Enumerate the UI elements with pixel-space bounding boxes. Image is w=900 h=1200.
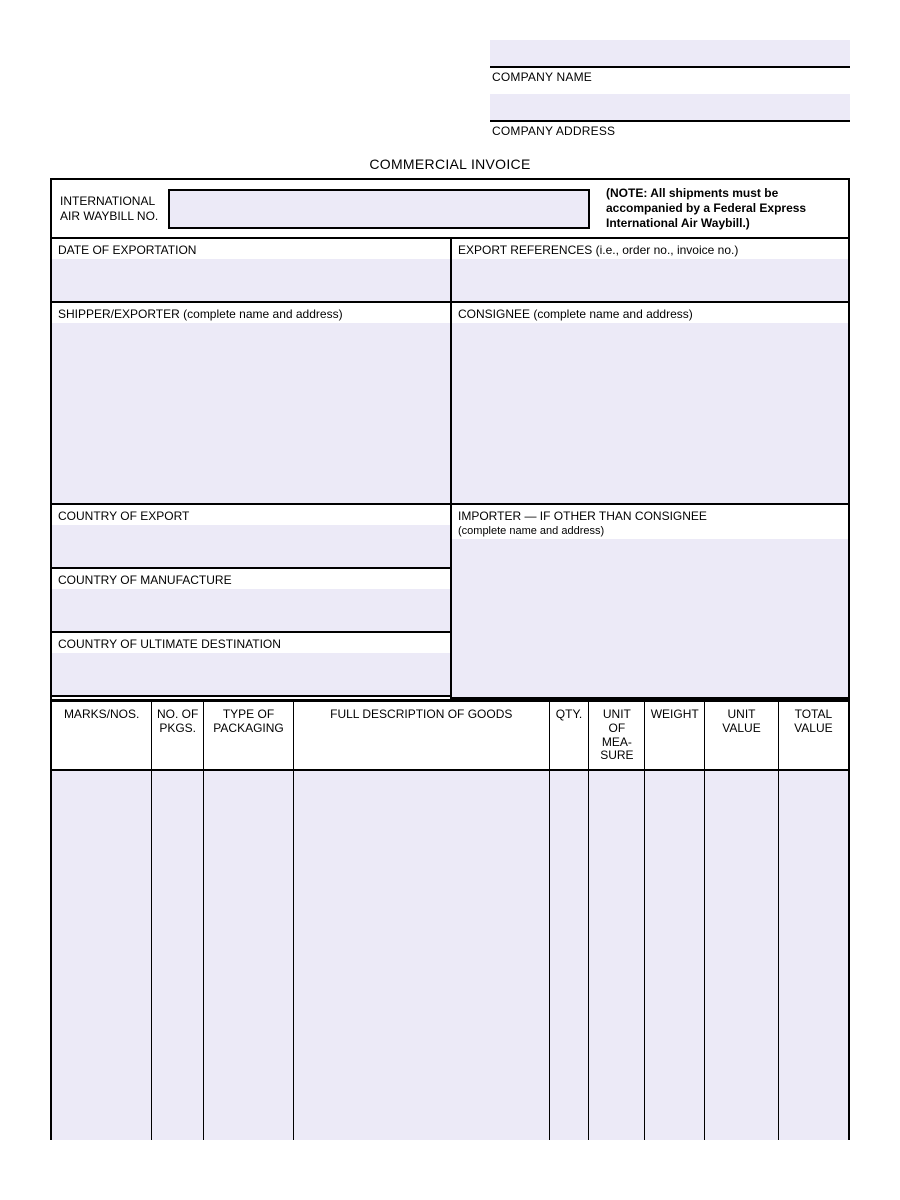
export-references-cell: EXPORT REFERENCES (i.e., order no., invo…: [452, 239, 848, 303]
cell-marks_nos[interactable]: [52, 770, 152, 1140]
export-references-label: EXPORT REFERENCES (i.e., order no., invo…: [452, 239, 848, 259]
col-header-packaging: TYPE OFPACKAGING: [204, 701, 294, 771]
goods-table-header-row: MARKS/NOS.NO. OFPKGS.TYPE OFPACKAGINGFUL…: [52, 701, 848, 771]
country-of-manufacture-input[interactable]: [52, 589, 450, 631]
waybill-row: INTERNATIONAL AIR WAYBILL NO. (NOTE: All…: [52, 180, 848, 239]
country-ultimate-destination-input[interactable]: [52, 653, 450, 695]
col-header-qty: QTY.: [549, 701, 589, 771]
form-body: INTERNATIONAL AIR WAYBILL NO. (NOTE: All…: [50, 178, 850, 699]
table-row: [52, 770, 848, 1140]
shipper-exporter-input[interactable]: [52, 323, 450, 503]
field-grid: DATE OF EXPORTATION SHIPPER/EXPORTER (co…: [52, 239, 848, 699]
waybill-field: INTERNATIONAL AIR WAYBILL NO.: [52, 180, 598, 237]
cell-qty[interactable]: [549, 770, 589, 1140]
consignee-label: CONSIGNEE (complete name and address): [452, 303, 848, 323]
waybill-label-line2: AIR WAYBILL NO.: [60, 209, 158, 223]
importer-sublabel: (complete name and address): [458, 525, 604, 537]
col-header-description: FULL DESCRIPTION OF GOODS: [293, 701, 549, 771]
shipper-exporter-label: SHIPPER/EXPORTER (complete name and addr…: [52, 303, 450, 323]
cell-no_of_pkgs[interactable]: [152, 770, 204, 1140]
cell-total_value[interactable]: [778, 770, 848, 1140]
goods-table-wrap: MARKS/NOS.NO. OFPKGS.TYPE OFPACKAGINGFUL…: [50, 699, 850, 1140]
importer-label: IMPORTER — IF OTHER THAN CONSIGNEE (comp…: [452, 505, 848, 539]
importer-label-text: IMPORTER — IF OTHER THAN CONSIGNEE: [458, 509, 707, 523]
cell-weight[interactable]: [645, 770, 705, 1140]
waybill-input[interactable]: [168, 189, 590, 229]
goods-table: MARKS/NOS.NO. OFPKGS.TYPE OFPACKAGINGFUL…: [52, 699, 848, 1140]
country-of-export-input[interactable]: [52, 525, 450, 567]
col-header-no_of_pkgs: NO. OFPKGS.: [152, 701, 204, 771]
consignee-input[interactable]: [452, 323, 848, 503]
company-address-label: COMPANY ADDRESS: [490, 122, 850, 148]
cell-unit_measure[interactable]: [589, 770, 645, 1140]
waybill-note-prefix: (NOTE:: [606, 186, 647, 200]
col-header-total_value: TOTALVALUE: [778, 701, 848, 771]
company-name-label: COMPANY NAME: [490, 68, 850, 94]
importer-cell: IMPORTER — IF OTHER THAN CONSIGNEE (comp…: [452, 505, 848, 699]
waybill-note: (NOTE: All shipments must be accompanied…: [598, 180, 848, 237]
company-name-input[interactable]: [490, 40, 850, 68]
company-address-input[interactable]: [490, 94, 850, 122]
col-header-marks_nos: MARKS/NOS.: [52, 701, 152, 771]
col-header-unit_value: UNIT VALUE: [705, 701, 779, 771]
cell-packaging[interactable]: [204, 770, 294, 1140]
waybill-label-line1: INTERNATIONAL: [60, 194, 155, 208]
consignee-cell: CONSIGNEE (complete name and address): [452, 303, 848, 505]
cell-unit_value[interactable]: [705, 770, 779, 1140]
letterhead-block: COMPANY NAME COMPANY ADDRESS: [490, 40, 850, 148]
export-references-input[interactable]: [452, 259, 848, 301]
document-title: COMMERCIAL INVOICE: [50, 156, 850, 172]
importer-input[interactable]: [452, 539, 848, 697]
country-of-manufacture-label: COUNTRY OF MANUFACTURE: [52, 569, 450, 589]
commercial-invoice-page: COMPANY NAME COMPANY ADDRESS COMMERCIAL …: [0, 0, 900, 1200]
country-of-manufacture-cell: COUNTRY OF MANUFACTURE: [52, 569, 450, 633]
country-of-export-cell: COUNTRY OF EXPORT: [52, 505, 450, 569]
date-of-exportation-input[interactable]: [52, 259, 450, 301]
cell-description[interactable]: [293, 770, 549, 1140]
col-header-unit_measure: UNITOF MEA-SURE: [589, 701, 645, 771]
country-of-export-label: COUNTRY OF EXPORT: [52, 505, 450, 525]
country-ultimate-destination-label: COUNTRY OF ULTIMATE DESTINATION: [52, 633, 450, 653]
date-of-exportation-cell: DATE OF EXPORTATION: [52, 239, 450, 303]
col-header-weight: WEIGHT: [645, 701, 705, 771]
shipper-exporter-cell: SHIPPER/EXPORTER (complete name and addr…: [52, 303, 450, 505]
date-of-exportation-label: DATE OF EXPORTATION: [52, 239, 450, 259]
country-ultimate-destination-cell: COUNTRY OF ULTIMATE DESTINATION: [52, 633, 450, 697]
waybill-label: INTERNATIONAL AIR WAYBILL NO.: [60, 194, 158, 223]
